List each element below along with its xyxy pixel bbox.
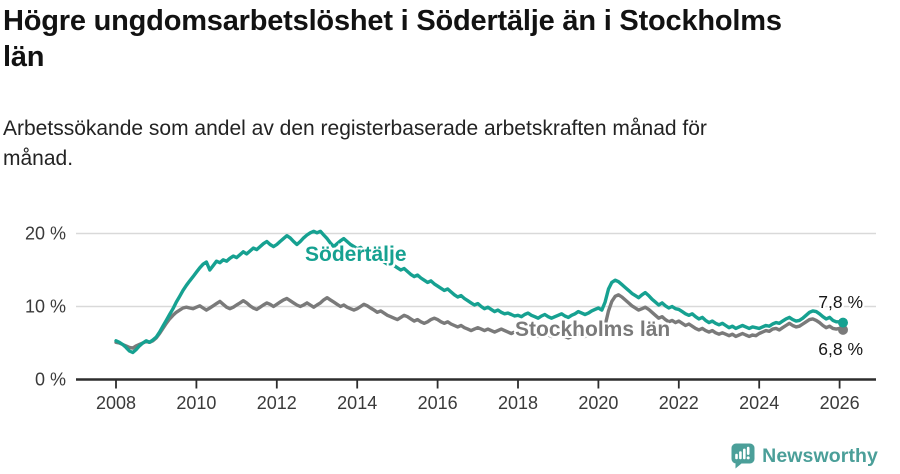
chart-subtitle-line2: månad.: [3, 147, 74, 171]
chart-subtitle: Arbetssökande som andel av den registerb…: [3, 114, 863, 175]
y-axis-tick-label: 10 %: [25, 297, 66, 317]
newsworthy-logo-text: Newsworthy: [762, 444, 878, 467]
y-axis-tick-label: 0 %: [35, 370, 66, 390]
series-label-stockholms-lan: Stockholms län: [515, 318, 671, 341]
chart-title: Högre ungdomsarbetslöshet i Södertälje ä…: [3, 4, 897, 76]
newsworthy-logo: Newsworthy: [731, 443, 878, 469]
x-axis-tick-label: 2024: [739, 393, 779, 413]
newsworthy-bubble-chart-icon: [731, 443, 755, 469]
x-axis-tick-label: 2008: [96, 393, 136, 413]
y-axis-tick-label: 20 %: [25, 224, 66, 244]
x-axis-tick-label: 2026: [820, 393, 860, 413]
series-label-sodertalje: Södertälje: [305, 243, 407, 266]
series-end-dot-stockholms-lan: [838, 324, 848, 335]
end-value-label-sodertalje: 7,8 %: [818, 292, 863, 312]
x-axis-tick-label: 2016: [418, 393, 458, 413]
chart-subtitle-line1: Arbetssökande som andel av den registerb…: [3, 117, 707, 140]
x-axis-tick-label: 2022: [659, 393, 699, 413]
x-axis-tick-label: 2010: [176, 393, 216, 413]
series-end-dot-sodertalje: [838, 317, 848, 328]
x-axis-tick-label: 2014: [337, 393, 377, 413]
x-axis-tick-label: 2018: [498, 393, 538, 413]
chart-title-line1: Högre ungdomsarbetslöshet i Södertälje ä…: [3, 5, 782, 37]
chart-title-line2: län: [3, 40, 45, 73]
series-line-sodertalje: [114, 229, 845, 355]
end-value-label-stockholms-lan: 6,8 %: [818, 339, 863, 359]
x-axis-tick-label: 2020: [578, 393, 618, 413]
series-line-stockholms-lan: [114, 293, 845, 350]
x-axis-tick-label: 2012: [257, 393, 297, 413]
